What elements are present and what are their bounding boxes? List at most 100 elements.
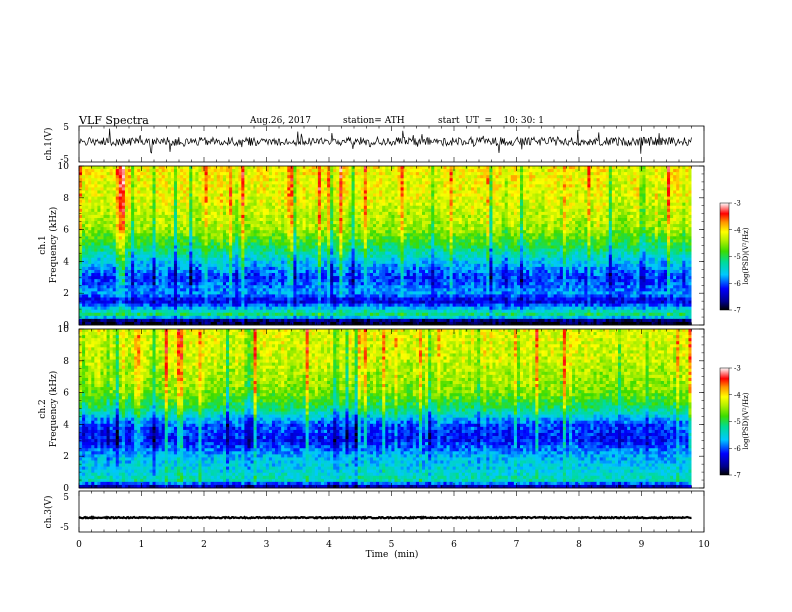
psd-cell (379, 217, 383, 222)
psd-cell (158, 214, 163, 219)
psd-cell (660, 205, 665, 210)
psd-cell (109, 211, 114, 216)
psd-cell (584, 230, 588, 234)
psd-cell (452, 236, 457, 240)
psd-cell (458, 196, 463, 200)
psd-cell (477, 175, 481, 179)
psd-cell (320, 221, 325, 225)
psd-cell (369, 166, 374, 170)
psd-cell (480, 184, 484, 188)
psd-cell (281, 172, 285, 176)
psd-cell (663, 233, 668, 237)
psd-cell (431, 172, 435, 176)
psd-cell (605, 230, 610, 234)
psd-cell (275, 196, 279, 200)
psd-cell (327, 205, 331, 210)
psd-cell (440, 199, 444, 204)
psd-cell (688, 214, 692, 219)
psd-cell (526, 175, 530, 179)
psd-cell (219, 193, 224, 197)
psd-cell (679, 214, 683, 219)
psd-cell (544, 233, 548, 237)
psd-cell (587, 181, 591, 185)
psd-cell (143, 239, 147, 243)
psd-cell (143, 166, 147, 170)
psd-cell (379, 184, 383, 188)
psd-cell (581, 172, 585, 176)
psd-cell (109, 178, 114, 182)
psd-cell (602, 214, 607, 219)
psd-cell (140, 172, 144, 176)
psd-cell (128, 208, 132, 213)
psd-cell (535, 205, 539, 210)
psd-cell (180, 166, 184, 170)
psd-cell (330, 208, 334, 213)
figure-title: VLF Spectra (78, 114, 149, 127)
psd-cell (428, 202, 432, 207)
psd-cell (458, 178, 463, 182)
psd-cell (553, 190, 558, 194)
psd-cell (128, 230, 132, 234)
psd-cell (412, 221, 417, 225)
psd-cell (498, 199, 502, 204)
psd-cell (556, 184, 561, 188)
psd-cell (180, 208, 184, 213)
psd-cell (97, 169, 101, 173)
psd-cell (599, 199, 604, 204)
psd-cell (351, 202, 355, 207)
psd-cell (275, 208, 279, 213)
psd-cell (590, 214, 594, 219)
psd-cell (134, 230, 138, 234)
psd-cell (235, 202, 239, 207)
psd-cell (458, 233, 463, 237)
psd-cell (244, 178, 248, 182)
psd-cell (667, 202, 671, 207)
psd-cell (180, 187, 184, 191)
psd-cell (106, 193, 110, 197)
psd-cell (287, 236, 291, 240)
psd-cell (639, 233, 643, 237)
psd-cell (100, 230, 104, 234)
psd-cell (526, 199, 530, 204)
psd-cell (250, 181, 254, 185)
psd-cell (140, 199, 144, 204)
psd-cell (287, 208, 291, 213)
psd-cell (79, 175, 83, 179)
psd-cell (685, 175, 689, 179)
psd-cell (501, 175, 506, 179)
psd-cell (336, 184, 340, 188)
psd-cell (226, 239, 230, 243)
psd-cell (550, 172, 555, 176)
psd-cell (317, 169, 322, 173)
psd-cell (112, 169, 117, 173)
psd-cell (327, 181, 331, 185)
psd-cell (590, 193, 594, 197)
psd-cell (388, 196, 392, 200)
psd-cell (369, 169, 374, 173)
psd-cell (406, 208, 411, 213)
psd-cell (287, 172, 291, 176)
psd-cell (152, 187, 156, 191)
psd-cell (238, 221, 242, 225)
psd-cell (547, 193, 551, 197)
psd-cell (308, 190, 313, 194)
psd-cell (317, 181, 322, 185)
psd-cell (474, 224, 478, 228)
psd-cell (428, 172, 432, 176)
psd-cell (480, 166, 484, 170)
psd-cell (369, 178, 374, 182)
psd-cell (229, 202, 233, 207)
psd-cell (477, 211, 481, 216)
psd-cell (247, 187, 251, 191)
psd-cell (103, 190, 107, 194)
psd-cell (271, 239, 276, 243)
psd-cell (112, 224, 117, 228)
psd-cell (235, 196, 239, 200)
psd-cell (596, 230, 600, 234)
psd-cell (397, 199, 401, 204)
psd-cell (324, 230, 328, 234)
psd-cell (226, 196, 230, 200)
psd-cell (97, 221, 101, 225)
psd-cell (578, 211, 582, 216)
psd-cell (308, 175, 313, 179)
